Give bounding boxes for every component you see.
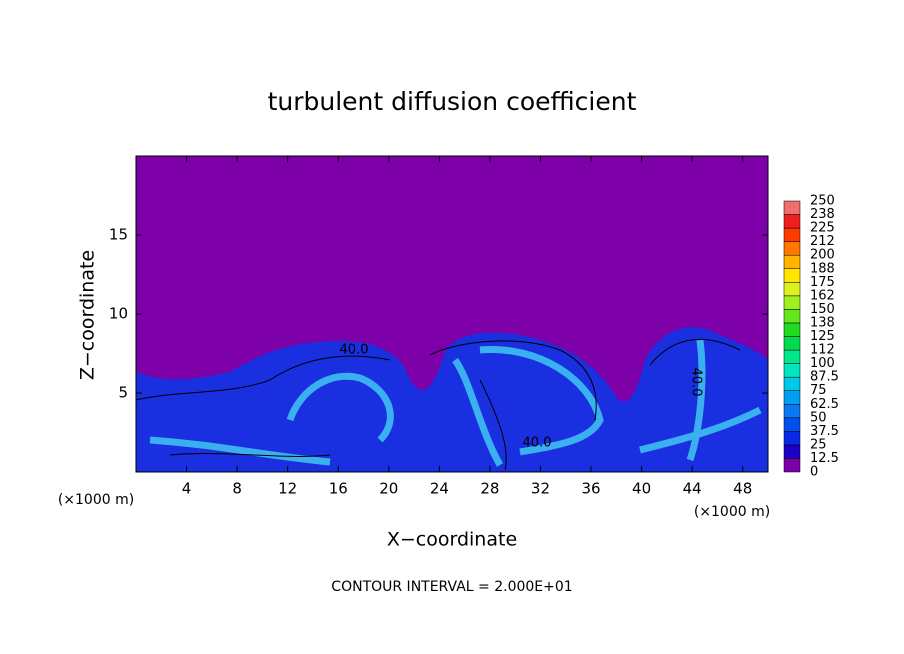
y-tick-label: 10 — [109, 305, 128, 323]
colorbar-swatch — [783, 200, 801, 215]
x-tick-label: 16 — [329, 480, 348, 498]
colorbar-label: 225 — [810, 221, 835, 236]
colorbar-swatch — [783, 241, 801, 256]
x-tick-label: 48 — [733, 480, 752, 498]
colorbar-swatch — [783, 282, 801, 297]
colorbar-label: 112 — [810, 343, 835, 358]
colorbar-label: 175 — [810, 275, 835, 290]
colorbar-swatch — [783, 268, 801, 283]
colorbar-label: 25 — [810, 437, 827, 452]
colorbar-label: 37.5 — [810, 424, 839, 439]
y-tick-label: 5 — [118, 384, 128, 402]
colorbar-label: 238 — [810, 207, 835, 222]
colorbar-label: 125 — [810, 329, 835, 344]
y-axis-unit: (×1000 m) — [58, 492, 134, 508]
field-streak — [149, 339, 762, 467]
x-tick-label: 36 — [581, 480, 600, 498]
colorbar-label: 12.5 — [810, 451, 839, 466]
contour-line — [135, 338, 741, 471]
x-tick-label: 24 — [430, 480, 449, 498]
colorbar-swatch — [783, 227, 801, 242]
contour-label: 40.0 — [523, 436, 552, 451]
colorbar-label: 87.5 — [810, 370, 839, 385]
colorbar-swatch — [783, 322, 801, 337]
colorbar-label: 138 — [810, 315, 835, 330]
colorbar-label: 62.5 — [810, 397, 839, 412]
contour-label: 40.0 — [340, 343, 369, 358]
colorbar-swatch — [783, 309, 801, 324]
y-tick-label: 15 — [109, 226, 128, 244]
footer-note: CONTOUR INTERVAL = 2.000E+01 — [331, 579, 572, 595]
colorbar-label: 75 — [810, 383, 827, 398]
colorbar-label: 0 — [810, 465, 818, 480]
colorbar-swatch — [783, 444, 801, 459]
field — [135, 327, 768, 472]
x-tick-label: 4 — [182, 480, 192, 498]
chart-title: turbulent diffusion coefficient — [268, 87, 637, 116]
colorbar-swatch — [783, 458, 801, 473]
colorbar-swatch — [783, 376, 801, 391]
colorbar-label: 150 — [810, 302, 835, 317]
colorbar-label: 188 — [810, 261, 835, 276]
colorbar-swatch — [783, 390, 801, 405]
x-tick-label: 20 — [379, 480, 398, 498]
colorbar-label: 50 — [810, 410, 827, 425]
x-tick-label: 44 — [683, 480, 702, 498]
colorbar-label: 212 — [810, 234, 835, 249]
x-axis-unit: (×1000 m) — [694, 504, 770, 520]
field-region — [136, 327, 768, 472]
colorbar-label: 100 — [810, 356, 835, 371]
colorbar-swatch — [783, 404, 801, 419]
colorbar-swatch — [783, 363, 801, 378]
x-tick-label: 8 — [232, 480, 242, 498]
colorbar-label: 162 — [810, 288, 835, 303]
colorbar-swatch — [783, 349, 801, 364]
colorbar-swatch — [783, 417, 801, 432]
colorbar-label: 200 — [810, 248, 835, 263]
colorbar-swatch — [783, 214, 801, 229]
colorbar-swatch — [783, 295, 801, 310]
colorbar-swatch — [783, 336, 801, 351]
colorbar-swatch — [783, 254, 801, 269]
x-tick-label: 32 — [531, 480, 550, 498]
x-tick-label: 12 — [278, 480, 297, 498]
y-axis-label: Z−coordinate — [77, 250, 99, 380]
x-tick-label: 28 — [480, 480, 499, 498]
colorbar-swatch — [783, 431, 801, 446]
contour-label: 40.0 — [689, 368, 704, 397]
x-tick-label: 40 — [632, 480, 651, 498]
x-axis-label: X−coordinate — [387, 529, 517, 551]
colorbar-label: 250 — [810, 194, 835, 209]
